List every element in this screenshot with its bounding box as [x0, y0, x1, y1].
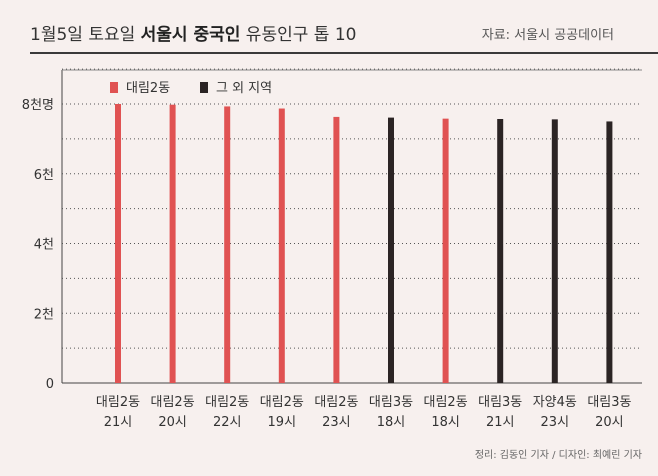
x-category-time: 18시 [431, 415, 460, 430]
x-category-time: 20시 [158, 415, 187, 430]
data-source: 자료: 서울시 공공데이터 [481, 28, 614, 43]
bar [333, 116, 340, 383]
legend-swatch [110, 82, 118, 93]
y-tick-label: 6천 [34, 168, 54, 183]
x-category-time: 20시 [595, 415, 624, 430]
bar [442, 118, 449, 384]
x-category-area: 대림2동 [151, 395, 195, 410]
x-category-area: 자양4동 [533, 395, 577, 410]
bar [169, 104, 176, 383]
y-tick-label: 0 [46, 377, 54, 392]
x-category-area: 대림2동 [96, 395, 140, 410]
bar [115, 104, 121, 383]
legend-swatch [200, 82, 208, 93]
bar [278, 108, 285, 383]
bar [388, 117, 394, 383]
y-tick-label: 4천 [34, 238, 54, 253]
x-category-time: 22시 [213, 415, 242, 430]
x-category-area: 대림2동 [260, 395, 304, 410]
bar [497, 118, 504, 383]
y-tick-label: 2천 [34, 307, 54, 322]
x-category-time: 21시 [104, 415, 133, 430]
x-category-time: 23시 [322, 415, 351, 430]
chart-title: 1월5일 토요일 서울시 중국인 유동인구 톱 10 [30, 25, 357, 45]
x-category-area: 대림3동 [369, 395, 413, 410]
x-category-area: 대림2동 [424, 395, 468, 410]
x-category-area: 대림3동 [587, 395, 631, 410]
bar [224, 106, 231, 383]
bar [606, 121, 613, 383]
legend-label: 그 외 지역 [216, 81, 272, 96]
credit-line: 정리: 김동인 기자 / 디자인: 최예린 기자 [474, 450, 642, 461]
x-category-time: 23시 [541, 415, 570, 430]
x-category-area: 대림2동 [205, 395, 249, 410]
x-category-time: 21시 [486, 415, 515, 430]
title-divider [30, 52, 658, 54]
x-category-area: 대림3동 [478, 395, 522, 410]
x-category-time: 19시 [268, 415, 297, 430]
bar [551, 119, 558, 383]
x-category-time: 18시 [377, 415, 406, 430]
legend-label: 대림2동 [126, 81, 170, 96]
x-category-area: 대림2동 [314, 395, 358, 410]
y-tick-label: 8천명 [22, 98, 54, 113]
